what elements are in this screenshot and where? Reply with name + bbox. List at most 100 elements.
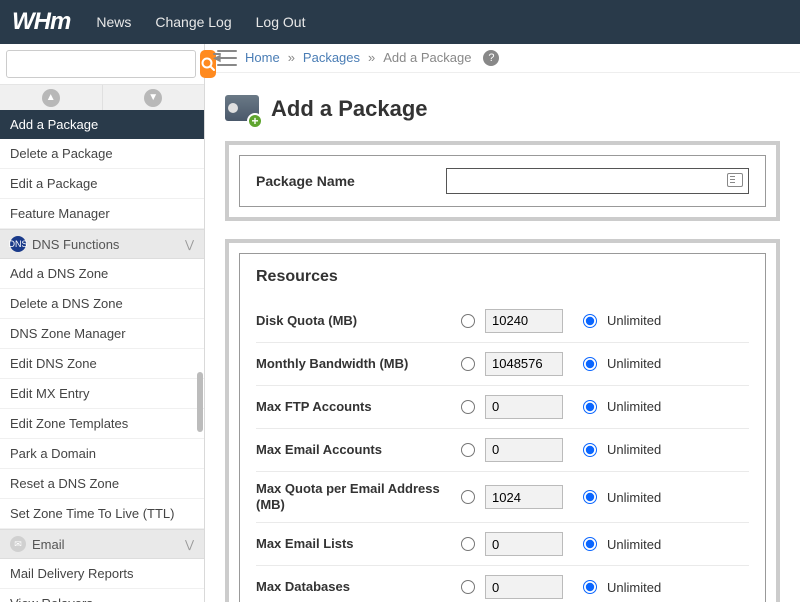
sidebar-item-mail-delivery[interactable]: Mail Delivery Reports <box>0 559 204 589</box>
sidebar-toggle-button[interactable]: ◀ <box>217 50 237 66</box>
nav-changelog[interactable]: Change Log <box>155 14 231 30</box>
unlimited-label: Unlimited <box>607 537 661 552</box>
help-icon[interactable]: ? <box>483 50 499 66</box>
resource-radio-unlimited[interactable] <box>583 314 597 328</box>
resource-row-ftp: Max FTP Accounts Unlimited <box>256 386 749 429</box>
resource-input-lists[interactable] <box>485 532 563 556</box>
resource-input-ftp[interactable] <box>485 395 563 419</box>
breadcrumb: ◀ Home » Packages » Add a Package ? <box>205 44 800 73</box>
resource-radio-value[interactable] <box>461 490 475 504</box>
sidebar-item-feature-manager[interactable]: Feature Manager <box>0 199 204 229</box>
collapse-up-button[interactable]: ▲ <box>0 85 102 110</box>
resource-radio-unlimited[interactable] <box>583 580 597 594</box>
sidebar-item-park-domain[interactable]: Park a Domain <box>0 439 204 469</box>
resource-radio-unlimited[interactable] <box>583 357 597 371</box>
sidebar-item-delete-package[interactable]: Delete a Package <box>0 139 204 169</box>
unlimited-label: Unlimited <box>607 399 661 414</box>
top-nav: News Change Log Log Out <box>96 14 305 30</box>
page-title: Add a Package <box>271 96 428 122</box>
chevron-down-icon: ⋁ <box>185 538 194 551</box>
dns-icon: DNS <box>10 236 26 252</box>
resources-title: Resources <box>256 268 749 286</box>
resource-label: Monthly Bandwidth (MB) <box>256 356 451 372</box>
sidebar: ▲ ▼ Add a Package Delete a Package Edit … <box>0 44 205 602</box>
chevron-left-icon: ◀ <box>213 53 221 55</box>
breadcrumb-packages[interactable]: Packages <box>303 50 360 65</box>
logo-text: WHm <box>12 8 70 36</box>
breadcrumb-current: Add a Package <box>383 50 471 65</box>
search-input[interactable] <box>6 50 196 78</box>
resources-section: Resources Disk Quota (MB) Unlimited Mont… <box>225 239 780 602</box>
resource-label: Max FTP Accounts <box>256 399 451 415</box>
package-icon: + <box>225 91 261 127</box>
resource-radio-unlimited[interactable] <box>583 537 597 551</box>
resource-label: Max Databases <box>256 579 451 595</box>
sidebar-scroll-thumb[interactable] <box>197 372 203 432</box>
chevron-up-icon: ▲ <box>42 89 60 107</box>
email-icon: ✉ <box>10 536 26 552</box>
sidebar-list: Add a Package Delete a Package Edit a Pa… <box>0 110 204 602</box>
resource-radio-value[interactable] <box>461 357 475 371</box>
unlimited-label: Unlimited <box>607 356 661 371</box>
page-header: + Add a Package <box>205 73 800 141</box>
sidebar-header-email-label: Email <box>32 537 65 552</box>
resource-radio-unlimited[interactable] <box>583 443 597 457</box>
sidebar-item-edit-package[interactable]: Edit a Package <box>0 169 204 199</box>
sidebar-item-dns-zone-manager[interactable]: DNS Zone Manager <box>0 319 204 349</box>
sidebar-item-edit-dns-zone[interactable]: Edit DNS Zone <box>0 349 204 379</box>
resource-row-lists: Max Email Lists Unlimited <box>256 523 749 566</box>
unlimited-label: Unlimited <box>607 442 661 457</box>
resource-label: Disk Quota (MB) <box>256 313 451 329</box>
sidebar-item-view-relayers[interactable]: View Relayers <box>0 589 204 602</box>
resource-row-bandwidth: Monthly Bandwidth (MB) Unlimited <box>256 343 749 386</box>
resource-row-email: Max Email Accounts Unlimited <box>256 429 749 472</box>
resource-label: Max Email Accounts <box>256 442 451 458</box>
resource-radio-unlimited[interactable] <box>583 490 597 504</box>
sidebar-item-delete-dns-zone[interactable]: Delete a DNS Zone <box>0 289 204 319</box>
resource-input-bandwidth[interactable] <box>485 352 563 376</box>
search-row <box>0 44 204 84</box>
sidebar-item-reset-dns-zone[interactable]: Reset a DNS Zone <box>0 469 204 499</box>
main: ◀ Home » Packages » Add a Package ? + Ad… <box>205 44 800 602</box>
unlimited-label: Unlimited <box>607 313 661 328</box>
sidebar-header-email[interactable]: ✉ Email ⋁ <box>0 529 204 559</box>
resource-input-disk[interactable] <box>485 309 563 333</box>
breadcrumb-home[interactable]: Home <box>245 50 280 65</box>
nav-news[interactable]: News <box>96 14 131 30</box>
sidebar-item-add-dns-zone[interactable]: Add a DNS Zone <box>0 259 204 289</box>
resource-radio-value[interactable] <box>461 400 475 414</box>
sidebar-item-set-ttl[interactable]: Set Zone Time To Live (TTL) <box>0 499 204 529</box>
resource-radio-value[interactable] <box>461 314 475 328</box>
resource-row-disk: Disk Quota (MB) Unlimited <box>256 300 749 343</box>
autofill-icon <box>727 173 743 187</box>
resource-radio-value[interactable] <box>461 580 475 594</box>
sidebar-scrollbar[interactable] <box>196 110 204 602</box>
resource-input-email[interactable] <box>485 438 563 462</box>
chevron-down-icon: ⋁ <box>185 238 194 251</box>
sidebar-item-edit-zone-templates[interactable]: Edit Zone Templates <box>0 409 204 439</box>
logo[interactable]: WHm <box>12 8 70 36</box>
sidebar-item-edit-mx-entry[interactable]: Edit MX Entry <box>0 379 204 409</box>
resource-label: Max Quota per Email Address (MB) <box>256 481 451 514</box>
plus-icon: + <box>247 113 263 129</box>
resource-radio-unlimited[interactable] <box>583 400 597 414</box>
unlimited-label: Unlimited <box>607 580 661 595</box>
nav-logout[interactable]: Log Out <box>256 14 306 30</box>
resource-input-quota[interactable] <box>485 485 563 509</box>
package-name-input[interactable] <box>446 168 749 194</box>
breadcrumb-sep: » <box>368 50 375 65</box>
resource-label: Max Email Lists <box>256 536 451 552</box>
package-name-section: Package Name <box>225 141 780 221</box>
unlimited-label: Unlimited <box>607 490 661 505</box>
resource-radio-value[interactable] <box>461 443 475 457</box>
resource-input-databases[interactable] <box>485 575 563 599</box>
resource-row-quota: Max Quota per Email Address (MB) Unlimit… <box>256 472 749 524</box>
package-name-label: Package Name <box>256 173 426 189</box>
collapse-down-button[interactable]: ▼ <box>102 85 205 110</box>
sidebar-header-dns[interactable]: DNS DNS Functions ⋁ <box>0 229 204 259</box>
resource-radio-value[interactable] <box>461 537 475 551</box>
breadcrumb-sep: » <box>288 50 295 65</box>
sidebar-item-add-package[interactable]: Add a Package <box>0 110 204 139</box>
sidebar-header-dns-label: DNS Functions <box>32 237 119 252</box>
chevron-down-icon: ▼ <box>144 89 162 107</box>
